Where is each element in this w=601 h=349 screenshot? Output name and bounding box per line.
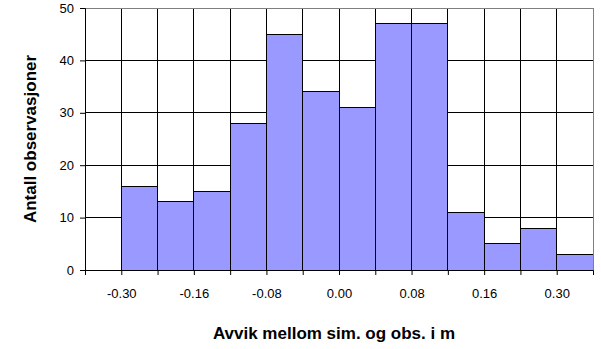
plot-frame <box>85 8 593 270</box>
x-tick-mark <box>266 270 267 275</box>
x-tick-mark <box>303 270 304 275</box>
bar <box>121 186 157 270</box>
x-axis-title: Avvik mellom sim. og obs. i m <box>213 324 455 343</box>
x-tick-mark <box>194 270 195 275</box>
y-tick-label: 0 <box>67 263 74 278</box>
y-tick: 50 <box>60 1 85 16</box>
x-tick-mark <box>557 270 558 275</box>
grid <box>85 8 593 270</box>
x-tick <box>158 270 159 275</box>
bar <box>375 24 411 270</box>
bar <box>158 202 194 270</box>
bar <box>484 244 520 270</box>
plot-background <box>85 8 593 270</box>
x-tick-label: -0.30 <box>107 286 137 301</box>
x-tick-mark <box>85 270 86 275</box>
y-tick-label: 30 <box>60 105 74 120</box>
x-tick-label: -0.16 <box>180 286 210 301</box>
bar <box>412 24 448 270</box>
x-tick-mark <box>230 270 231 275</box>
y-tick: 40 <box>60 53 85 68</box>
y-tick-mark <box>80 165 85 166</box>
x-tick-mark <box>448 270 449 275</box>
y-tick-label: 10 <box>60 210 74 225</box>
x-tick-label: -0.08 <box>252 286 282 301</box>
x-tick-label: 0.30 <box>545 286 570 301</box>
x-tick-label: 0.00 <box>327 286 352 301</box>
x-tick <box>520 270 521 275</box>
x-tick-mark <box>375 270 376 275</box>
y-axis-title: Antall observasjoner <box>21 55 40 224</box>
x-axis: -0.30 -0.16 -0.08 0.00 0.08 0.16 0.30 <box>86 270 594 301</box>
x-tick-mark <box>121 270 122 275</box>
bar <box>520 228 556 270</box>
y-tick-label: 50 <box>60 1 74 16</box>
bar <box>230 123 266 270</box>
x-tick <box>375 270 376 275</box>
x-tick <box>303 270 304 275</box>
y-tick-label: 40 <box>60 53 74 68</box>
x-tick-mark <box>412 270 413 275</box>
y-tick-mark <box>80 60 85 61</box>
x-tick-mark <box>520 270 521 275</box>
y-tick-label: 20 <box>60 158 74 173</box>
bar <box>194 191 230 270</box>
x-tick: -0.08 <box>252 270 282 301</box>
x-tick <box>85 270 86 275</box>
x-tick <box>448 270 449 275</box>
x-tick: -0.30 <box>107 270 137 301</box>
bar <box>448 212 484 270</box>
y-tick-mark <box>80 218 85 219</box>
y-tick-mark <box>80 8 85 9</box>
x-tick: 0.16 <box>472 270 497 301</box>
y-tick: 0 <box>67 263 85 278</box>
bar <box>557 254 593 270</box>
y-axis: 0 10 20 30 40 50 <box>60 1 86 278</box>
x-tick-label: 0.08 <box>399 286 424 301</box>
x-tick-label: 0.16 <box>472 286 497 301</box>
x-tick-mark <box>158 270 159 275</box>
bars <box>121 24 593 270</box>
y-tick-mark <box>80 270 85 271</box>
x-tick: 0.30 <box>545 270 570 301</box>
bar <box>303 92 339 270</box>
x-tick-mark <box>484 270 485 275</box>
bar <box>339 108 375 270</box>
chart: 0 10 20 30 40 50 -0.30 -0.16 -0.08 0.00 0.08 0.16 0.… <box>0 0 601 349</box>
y-axis-line <box>80 9 86 271</box>
x-tick: -0.16 <box>180 270 210 301</box>
y-tick: 30 <box>60 105 85 120</box>
y-tick-mark <box>80 113 85 114</box>
x-tick-mark <box>339 270 340 275</box>
x-tick: 0.08 <box>399 270 424 301</box>
x-axis-line <box>86 271 594 276</box>
y-tick: 10 <box>60 210 85 225</box>
x-tick: 0.00 <box>327 270 352 301</box>
y-tick: 20 <box>60 158 85 173</box>
bar <box>266 34 302 270</box>
x-tick <box>230 270 231 275</box>
